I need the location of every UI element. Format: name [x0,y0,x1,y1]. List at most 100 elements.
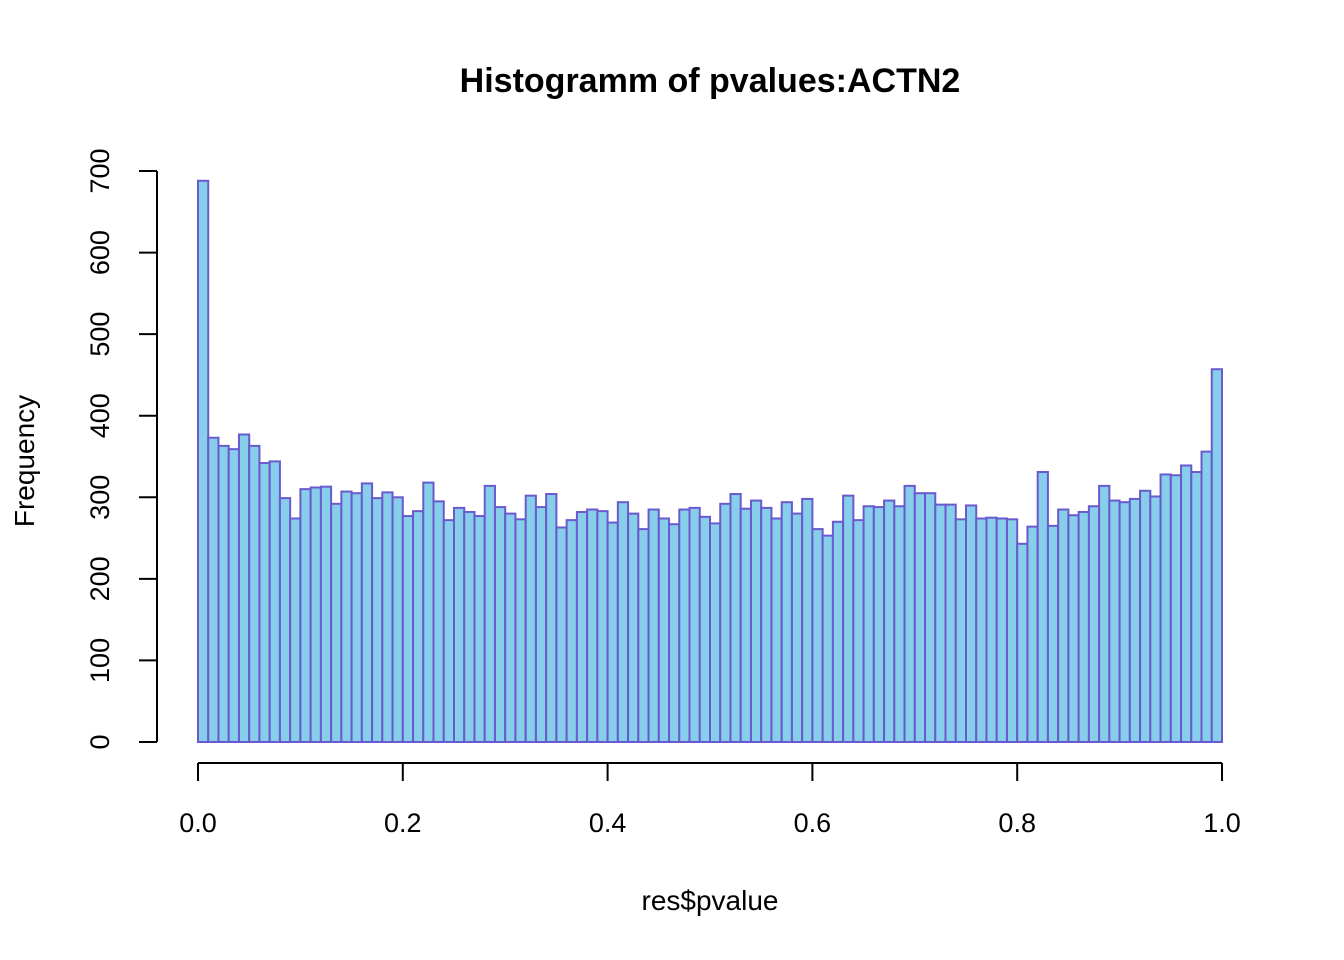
histogram-bar [944,503,957,743]
histogram-bar [698,515,712,743]
histogram-bar [1180,464,1193,743]
histogram-bar [770,517,783,743]
histogram-bar [1077,510,1090,743]
histogram-bar [309,486,322,743]
histogram-bar [453,506,466,744]
histogram-bar [801,497,814,744]
histogram-bar [749,499,763,743]
histogram-bar [299,488,312,743]
histogram-bar [811,528,824,743]
histogram-bar [227,448,240,743]
histogram-bar [739,507,752,743]
histogram-bar [1210,368,1224,743]
histogram-bar [493,506,507,743]
histogram-bar [268,460,281,743]
histogram-bar [422,481,435,743]
y-axis-label: Frequency [9,395,40,527]
histogram-bar [1139,489,1152,744]
histogram-bar [821,534,834,743]
histogram-bar [391,496,404,744]
histogram-bar [1057,508,1070,743]
histogram-bar [924,492,937,743]
histogram-bar [340,490,353,743]
histogram-bar [760,506,773,744]
y-tick-label: 400 [85,393,115,438]
histogram-bar [637,528,650,743]
histogram-bar [1190,471,1203,743]
histogram-bar [534,506,548,743]
x-tick-label: 0.8 [998,808,1036,838]
histogram-bar [913,492,927,743]
histogram-bar [606,521,619,743]
histogram-bar [514,518,527,743]
histogram-bar [1200,450,1213,743]
histogram-bar [371,497,384,743]
x-tick-label: 0.2 [384,808,422,838]
histogram-bar [616,501,630,743]
chart-title: Histogramm of pvalues:ACTN2 [460,62,961,100]
histogram-bar [330,502,343,743]
histogram-bar [872,506,886,743]
histogram-bar [1149,495,1162,743]
histogram-bar [790,512,804,743]
histogram-bar [934,503,947,743]
histogram-bar [248,444,261,743]
histogram-bar [965,504,978,743]
histogram-bar [565,519,578,743]
histogram-bar [381,491,394,744]
histogram-bar [1016,542,1029,744]
y-tick-label: 0 [85,734,115,749]
histogram-bar [289,517,302,743]
y-tick-label: 200 [85,556,115,601]
histogram-bar [360,482,374,743]
histogram-bar [278,497,292,743]
y-tick-label: 500 [85,312,115,357]
histogram-bar [575,510,589,743]
histogram-bar [678,508,691,743]
histogram-bars [197,179,1224,744]
histogram-bar [1169,474,1183,743]
histogram-bar [442,519,456,743]
x-tick-label: 0.0 [179,808,217,838]
histogram-bar [883,499,896,743]
histogram-bar [1098,484,1111,743]
histogram-bar [545,493,558,743]
histogram-bar [1036,471,1049,743]
histogram-bar [688,506,701,744]
histogram-bar [729,493,742,743]
histogram-bar [668,523,681,744]
histogram-bar [985,516,998,743]
histogram-bar [1159,473,1172,743]
histogram-bar [954,518,968,743]
histogram-bar [504,512,517,743]
histogram-bar [412,510,425,743]
histogram-bar [647,508,660,743]
histogram-bar [995,517,1008,743]
histogram-bar [1108,499,1121,743]
histogram-bar [709,522,722,744]
histogram-bar [1067,514,1080,743]
histogram-bar [319,485,333,743]
histogram-bar [463,510,476,743]
histogram-bar [893,505,906,744]
histogram-bar [555,526,568,743]
y-tick-label: 700 [85,148,115,193]
histogram-bar [401,515,415,743]
histogram-bar [862,505,875,744]
histogram-bar [657,517,671,743]
histogram-bar [237,433,251,743]
histogram-bar [207,436,220,743]
histogram-bar [1128,497,1142,744]
y-axis: 0 100 200 300 400 500 600 700 [85,148,158,750]
histogram-bar [197,179,210,744]
histogram-bar [524,494,537,743]
histogram-bar [1005,518,1019,743]
histogram-bar [831,520,845,744]
histogram-bar [350,492,363,743]
histogram-bar [1046,524,1060,744]
histogram-bar [842,494,855,743]
histogram-bar [780,501,793,743]
histogram-bar [586,508,599,743]
histogram-bar [852,519,865,743]
histogram-bar [719,502,732,743]
